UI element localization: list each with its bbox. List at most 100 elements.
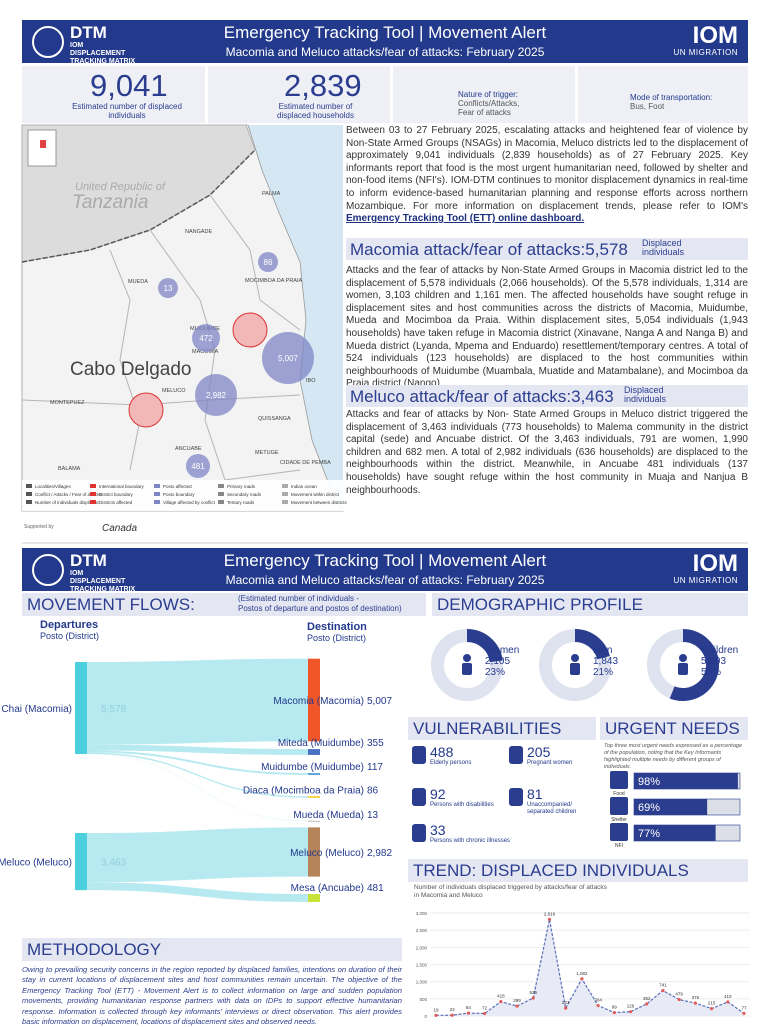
target-node bbox=[308, 773, 320, 775]
donut-icon bbox=[679, 654, 687, 662]
section-title-text: Meluco attack/fear of attacks: bbox=[350, 387, 572, 406]
map-label: Tanzania bbox=[72, 192, 148, 213]
target-label: Mueda (Mueda) bbox=[293, 810, 364, 821]
y-tick-label: 3,000 bbox=[416, 911, 428, 916]
map-label: PALMA bbox=[262, 191, 281, 197]
vulnerability-value: 33 bbox=[430, 822, 446, 838]
target-label: Macomia (Macomia) bbox=[273, 696, 364, 707]
urgent-note: Top three most urgent needs expressed as… bbox=[604, 743, 742, 770]
donut-icon bbox=[571, 654, 579, 662]
donut-count: 5,093 bbox=[701, 656, 726, 667]
source-label: Meluco (Meluco) bbox=[0, 858, 72, 869]
map-inset-mark bbox=[40, 140, 46, 148]
donut-count: 1,843 bbox=[593, 656, 618, 667]
map-bubble bbox=[158, 278, 178, 298]
trend-value: 19 bbox=[433, 1007, 439, 1012]
dashboard-link[interactable]: Emergency Tracking Tool (ETT) online das… bbox=[346, 213, 585, 225]
donut-arc bbox=[669, 629, 719, 701]
section-title-text: Macomia attack/fear of attacks: bbox=[350, 240, 586, 259]
stat-box: 9,041 Estimated number of displaced indi… bbox=[22, 66, 205, 123]
logo-sub: IOM DISPLACEMENT TRACKING MATRIX bbox=[70, 42, 136, 65]
map-label: CIDADE DE PEMBA bbox=[280, 460, 331, 466]
vulnerability-label: Persons with chronic illnesses bbox=[430, 838, 511, 844]
org-sub: UN MIGRATION bbox=[673, 576, 738, 585]
donut-value: 56% bbox=[701, 667, 721, 678]
subtitle: Number of individuals displaced triggere… bbox=[414, 884, 607, 891]
conflict-area bbox=[232, 312, 268, 348]
legend-key bbox=[218, 500, 224, 504]
trend-value: 126 bbox=[627, 1004, 635, 1009]
y-tick-label: 1,500 bbox=[416, 963, 428, 968]
target-label: Diaca (Mocimboa da Praia) bbox=[243, 785, 364, 796]
subtitle: Macomia and Meluco attacks/fear of attac… bbox=[225, 573, 545, 587]
trend-point bbox=[580, 977, 584, 981]
target-node bbox=[308, 796, 320, 798]
legend-label: District boundary bbox=[99, 492, 134, 497]
intro: Between 03 to 27 February 2025, escalati… bbox=[346, 125, 748, 226]
map-label: QUISSANGA bbox=[258, 416, 291, 422]
source-node bbox=[75, 662, 87, 755]
legend-key bbox=[90, 500, 96, 504]
map-legend-bg bbox=[22, 480, 343, 511]
trend-value: 410 bbox=[724, 994, 732, 999]
map-border bbox=[21, 149, 256, 263]
need-icon bbox=[610, 823, 628, 841]
map-label: United Republic of bbox=[75, 181, 166, 193]
trend-value: 479 bbox=[675, 992, 683, 997]
flows-note: (Estimated number of individuals - Postos… bbox=[238, 594, 402, 614]
map-bubble bbox=[192, 324, 220, 352]
unit: individuals bbox=[624, 394, 667, 404]
trend-value: 1,082 bbox=[576, 971, 588, 976]
donut-value: 23% bbox=[485, 667, 505, 678]
legend-key bbox=[154, 492, 160, 496]
need-icon bbox=[610, 797, 628, 815]
section-title: Macomia attack/fear of attacks:5,578 bbox=[350, 240, 628, 260]
map-label: MELUCO bbox=[162, 388, 186, 394]
legend-label: Conflict / Attacks / Fear of attacks bbox=[35, 492, 103, 497]
section-header: METHODOLOGY bbox=[22, 938, 402, 961]
donut-value: 21% bbox=[593, 667, 613, 678]
stat-label: Estimated number of displaced households bbox=[277, 102, 354, 120]
trend-point bbox=[645, 1002, 649, 1006]
section-title: MOVEMENT FLOWS: bbox=[27, 595, 195, 614]
legend-label: Posto affected bbox=[163, 484, 192, 489]
map-label: MACOMIA bbox=[192, 349, 219, 355]
trend-point bbox=[483, 1011, 487, 1016]
section-unit: Displaced individuals bbox=[642, 239, 684, 257]
legend-key bbox=[90, 484, 96, 488]
target-value: 86 bbox=[367, 785, 379, 796]
trend-point bbox=[515, 1004, 519, 1008]
trend-value: 84 bbox=[466, 1005, 472, 1010]
trend-value: 77 bbox=[741, 1005, 747, 1010]
map-label: MONTEPUEZ bbox=[50, 400, 85, 406]
map-bubble-label: 13 bbox=[164, 284, 173, 293]
stat-value: Conflicts/Attacks, Fear of attacks bbox=[458, 99, 520, 117]
target-node bbox=[308, 894, 320, 902]
flow bbox=[87, 744, 308, 755]
target-value: 13 bbox=[367, 810, 379, 821]
need-bar bbox=[634, 773, 738, 789]
org: IOM bbox=[692, 550, 738, 577]
target-value: 2,982 bbox=[367, 848, 392, 859]
map-label: BALAMA bbox=[58, 466, 81, 472]
target-label: Miteda (Muidumbe) bbox=[278, 738, 364, 749]
map-district-line bbox=[109, 249, 141, 471]
trend-value: 304 bbox=[594, 998, 602, 1003]
stat-value: 2,839 bbox=[284, 68, 362, 103]
y-tick-label: 0 bbox=[424, 1014, 427, 1019]
target-value: 355 bbox=[367, 738, 384, 749]
donut-category: Men bbox=[593, 645, 612, 656]
flow bbox=[87, 753, 308, 822]
map-label: NANGADE bbox=[185, 229, 213, 235]
section-text: Attacks and fear of attacks by Non- Stat… bbox=[346, 409, 748, 496]
map-bubble-label: 472 bbox=[199, 334, 213, 343]
target-node bbox=[308, 658, 320, 742]
map-district-line bbox=[21, 394, 301, 406]
trend-point bbox=[726, 1000, 730, 1004]
section-header: URGENT NEEDS bbox=[600, 717, 748, 740]
trend-point bbox=[499, 1000, 503, 1004]
y-tick-label: 2,500 bbox=[416, 928, 428, 933]
legend-label: Secondary roads bbox=[227, 492, 262, 497]
donut-icon bbox=[462, 663, 472, 675]
need-value: 69% bbox=[638, 802, 660, 814]
